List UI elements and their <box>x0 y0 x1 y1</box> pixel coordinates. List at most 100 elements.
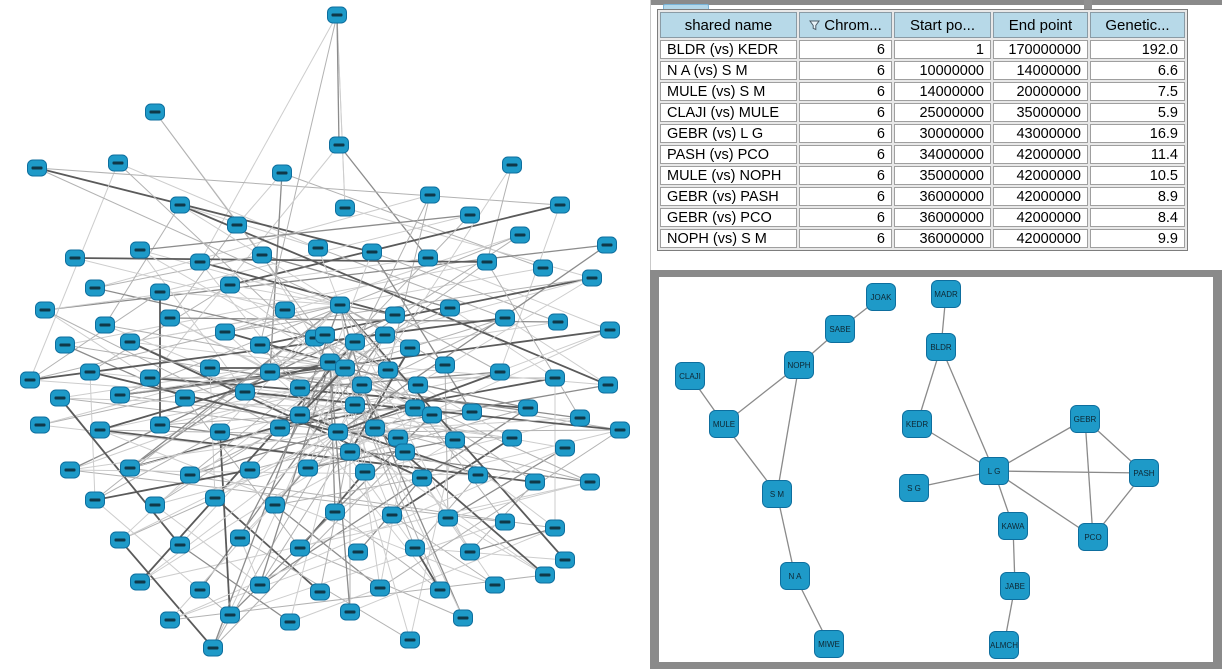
graph-node[interactable] <box>502 156 522 174</box>
graph-node[interactable]: KEDR <box>902 410 932 438</box>
cell-chromosome[interactable]: 6 <box>799 103 892 122</box>
graph-node[interactable] <box>175 389 195 407</box>
graph-node[interactable] <box>120 333 140 351</box>
graph-node[interactable] <box>355 463 375 481</box>
cell-start[interactable]: 36000000 <box>894 229 991 248</box>
graph-node[interactable] <box>250 336 270 354</box>
graph-node-shape[interactable] <box>1129 459 1159 487</box>
large-network-view[interactable] <box>0 0 648 669</box>
graph-node[interactable]: BLDR <box>926 333 956 361</box>
graph-node[interactable] <box>85 491 105 509</box>
graph-node[interactable] <box>462 403 482 421</box>
table-row[interactable]: GEBR (vs) PCO 6 36000000 42000000 8.4 <box>660 208 1185 227</box>
graph-node-shape[interactable] <box>902 410 932 438</box>
graph-node[interactable] <box>375 326 395 344</box>
graph-node[interactable] <box>555 551 575 569</box>
graph-node[interactable] <box>535 566 555 584</box>
graph-node[interactable] <box>190 581 210 599</box>
cell-end[interactable]: 42000000 <box>993 166 1088 185</box>
graph-node[interactable]: NOPH <box>784 351 814 379</box>
graph-node[interactable] <box>610 421 630 439</box>
graph-node[interactable] <box>220 606 240 624</box>
cell-shared-name[interactable]: PASH (vs) PCO <box>660 145 797 164</box>
graph-node-shape[interactable] <box>1000 572 1030 600</box>
graph-edge[interactable] <box>993 470 1145 474</box>
splitter-notch[interactable] <box>1084 0 1092 11</box>
cell-start[interactable]: 34000000 <box>894 145 991 164</box>
graph-node[interactable] <box>30 416 50 434</box>
graph-node[interactable] <box>35 301 55 319</box>
graph-node[interactable]: SABE <box>825 315 855 343</box>
graph-node[interactable]: MULE <box>709 410 739 438</box>
graph-node[interactable] <box>335 199 355 217</box>
graph-node[interactable] <box>205 489 225 507</box>
graph-node-shape[interactable] <box>675 362 705 390</box>
graph-node[interactable] <box>340 443 360 461</box>
graph-node[interactable] <box>408 376 428 394</box>
cell-shared-name[interactable]: MULE (vs) S M <box>660 82 797 101</box>
graph-node[interactable] <box>545 519 565 537</box>
graph-node[interactable] <box>85 279 105 297</box>
cell-shared-name[interactable]: NOPH (vs) S M <box>660 229 797 248</box>
graph-node[interactable] <box>65 249 85 267</box>
cell-end[interactable]: 43000000 <box>993 124 1088 143</box>
graph-node[interactable] <box>240 461 260 479</box>
graph-node-shape[interactable] <box>989 631 1019 659</box>
graph-node[interactable] <box>330 296 350 314</box>
graph-node[interactable] <box>485 576 505 594</box>
column-header-shared-name[interactable]: shared name <box>660 12 797 38</box>
cell-shared-name[interactable]: BLDR (vs) KEDR <box>660 40 797 59</box>
graph-node[interactable] <box>60 461 80 479</box>
table-row[interactable]: MULE (vs) NOPH 6 35000000 42000000 10.5 <box>660 166 1185 185</box>
graph-node-shape[interactable] <box>709 410 739 438</box>
graph-edge[interactable] <box>776 364 800 495</box>
graph-node[interactable] <box>110 386 130 404</box>
cell-chromosome[interactable]: 6 <box>799 61 892 80</box>
cell-chromosome[interactable]: 6 <box>799 145 892 164</box>
graph-node[interactable] <box>27 159 47 177</box>
large-network-canvas[interactable] <box>0 0 648 669</box>
graph-node[interactable]: S M <box>762 480 792 508</box>
cell-genetic[interactable]: 7.5 <box>1090 82 1185 101</box>
graph-edge[interactable] <box>940 346 995 472</box>
graph-node[interactable] <box>600 321 620 339</box>
cell-genetic[interactable]: 8.9 <box>1090 187 1185 206</box>
graph-node[interactable] <box>510 226 530 244</box>
cell-chromosome[interactable]: 6 <box>799 229 892 248</box>
graph-node[interactable] <box>438 509 458 527</box>
graph-node[interactable]: CLAJI <box>675 362 705 390</box>
graph-node[interactable] <box>533 259 553 277</box>
cell-genetic[interactable]: 6.6 <box>1090 61 1185 80</box>
graph-node-shape[interactable] <box>1070 405 1100 433</box>
graph-node[interactable] <box>325 503 345 521</box>
graph-node[interactable] <box>170 536 190 554</box>
sub-network-view[interactable]: JOAK SABE NOPH CLAJI MULE S M N A MIWE MADR BLDR K… <box>659 277 1213 662</box>
graph-node[interactable] <box>20 371 40 389</box>
table-row[interactable]: PASH (vs) PCO 6 34000000 42000000 11.4 <box>660 145 1185 164</box>
cell-chromosome[interactable]: 6 <box>799 166 892 185</box>
cell-chromosome[interactable]: 6 <box>799 124 892 143</box>
graph-node[interactable] <box>252 246 272 264</box>
graph-node[interactable] <box>518 399 538 417</box>
graph-node[interactable]: ALMCH <box>989 631 1019 659</box>
graph-node[interactable] <box>298 459 318 477</box>
cell-chromosome[interactable]: 6 <box>799 40 892 59</box>
column-header-genetic[interactable]: Genetic... <box>1090 12 1185 38</box>
graph-node[interactable] <box>362 243 382 261</box>
graph-node[interactable] <box>555 439 575 457</box>
graph-node[interactable] <box>145 496 165 514</box>
cell-shared-name[interactable]: GEBR (vs) L G <box>660 124 797 143</box>
graph-node[interactable] <box>345 396 365 414</box>
graph-node[interactable] <box>597 236 617 254</box>
cell-end[interactable]: 42000000 <box>993 208 1088 227</box>
graph-node[interactable] <box>420 186 440 204</box>
graph-node[interactable]: GEBR <box>1070 405 1100 433</box>
cell-shared-name[interactable]: GEBR (vs) PCO <box>660 208 797 227</box>
graph-node[interactable] <box>495 513 515 531</box>
cell-end[interactable]: 20000000 <box>993 82 1088 101</box>
graph-node[interactable] <box>150 283 170 301</box>
graph-node[interactable] <box>180 466 200 484</box>
cell-end[interactable]: 42000000 <box>993 229 1088 248</box>
graph-node[interactable] <box>440 299 460 317</box>
cell-start[interactable]: 1 <box>894 40 991 59</box>
